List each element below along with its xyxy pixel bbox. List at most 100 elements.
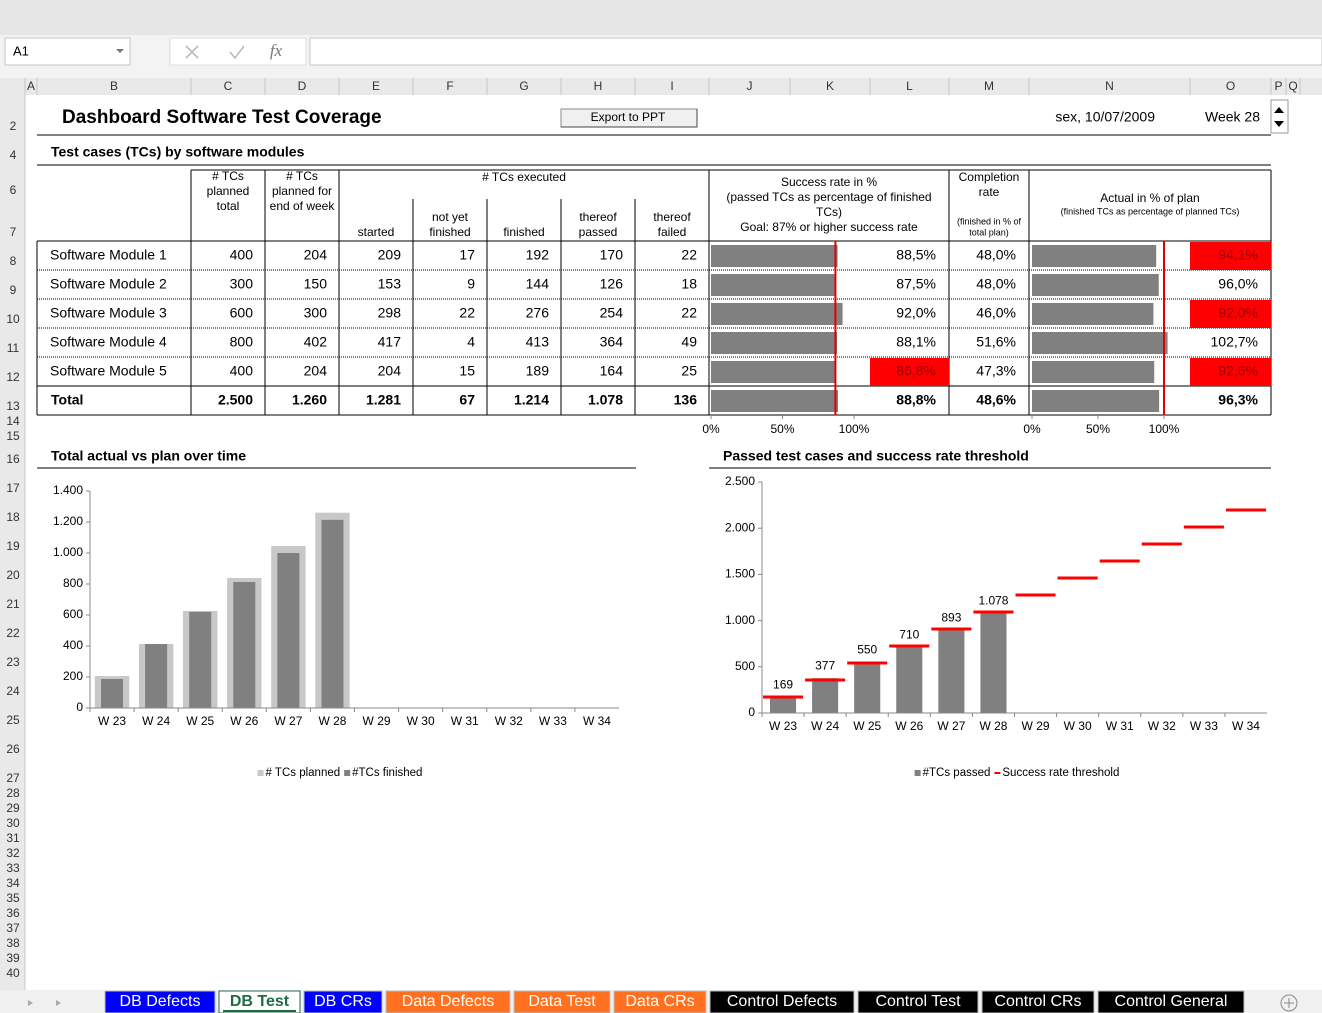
x-tick-label: W 30 (407, 714, 435, 728)
success-rate: 88,5% (896, 247, 936, 263)
table-cell: 209 (378, 247, 402, 263)
success-rate: 86,8% (896, 363, 936, 379)
column-header: O (1226, 79, 1235, 93)
sheet-tab[interactable] (513, 990, 611, 1013)
actual-bar (1032, 245, 1157, 267)
sheet-tab[interactable] (385, 990, 511, 1013)
row-header: 26 (6, 742, 20, 756)
x-tick-label: W 25 (853, 719, 881, 733)
success-heading: Success rate in % (781, 175, 877, 189)
data-label: 710 (899, 628, 919, 642)
table-cell: 4 (467, 334, 475, 350)
x-tick-label: W 24 (811, 719, 839, 733)
dashboard-title: Dashboard Software Test Coverage (62, 107, 382, 128)
x-tick-label: W 26 (230, 714, 258, 728)
x-tick-label: W 31 (451, 714, 479, 728)
formula-input[interactable] (309, 37, 1322, 66)
bar (812, 678, 839, 713)
bar (189, 611, 212, 708)
sheet-tab-label: Control General (1115, 993, 1228, 1010)
table-cell: 413 (526, 334, 550, 350)
y-tick-label: 800 (63, 576, 83, 590)
legend-swatch (914, 770, 921, 776)
table-cell: 254 (600, 305, 624, 321)
table-cell: 15 (459, 363, 475, 379)
table-cell: 192 (526, 247, 550, 263)
table-cell: 49 (681, 334, 697, 350)
column-heading: finished (503, 225, 544, 239)
y-tick-label: 2.500 (725, 474, 755, 488)
axis-tick-label: 0% (702, 422, 720, 436)
row-header: 9 (10, 283, 17, 297)
table-cell: 22 (681, 305, 697, 321)
actual-heading: Actual in % of plan (1100, 191, 1199, 205)
row-header: 2 (10, 119, 17, 133)
add-sheet-button[interactable] (1280, 994, 1298, 1012)
row-header: 28 (6, 786, 20, 800)
column-heading: # TCs (212, 169, 244, 183)
row-header: 8 (10, 254, 17, 268)
table-cell: 18 (681, 276, 697, 292)
name-box[interactable] (4, 37, 131, 66)
row-header: 39 (6, 951, 20, 965)
table-cell: 189 (526, 363, 550, 379)
bar (896, 647, 923, 713)
x-tick-label: W 30 (1064, 719, 1092, 733)
chart-title: Passed test cases and success rate thres… (723, 448, 1029, 464)
column-header-bar (0, 78, 1322, 95)
actual-bar (1032, 332, 1168, 354)
axis-tick-label: 50% (1086, 422, 1110, 436)
success-bar (711, 361, 836, 383)
success-bar (711, 332, 837, 354)
row-header: 25 (6, 713, 20, 727)
actual-rate: 92,0% (1218, 305, 1258, 321)
sheet-tab[interactable] (613, 990, 707, 1013)
spinner[interactable] (1270, 99, 1289, 134)
row-header: 14 (6, 414, 20, 428)
table-cell: 204 (378, 363, 402, 379)
module-name: Software Module 3 (50, 305, 167, 321)
sheet-tab[interactable] (709, 990, 855, 1013)
data-label: 893 (941, 611, 961, 625)
section-title: Test cases (TCs) by software modules (51, 144, 305, 160)
table-cell: 1.260 (292, 392, 327, 408)
bar (145, 643, 168, 708)
success-heading: (passed TCs as percentage of finished (726, 190, 931, 204)
actual-bar (1032, 303, 1154, 325)
x-tick-label: W 27 (274, 714, 302, 728)
table-cell: 300 (230, 276, 254, 292)
column-header: H (594, 79, 603, 93)
x-tick-label: W 34 (583, 714, 611, 728)
table-cell: 144 (526, 276, 550, 292)
column-header: C (224, 79, 233, 93)
column-header: E (372, 79, 380, 93)
sheet-tab[interactable] (981, 990, 1095, 1013)
column-heading: planned (207, 184, 250, 198)
column-heading: thereof (579, 210, 617, 224)
bar (101, 679, 124, 708)
row-header: 19 (6, 539, 20, 553)
name-box-text: A1 (13, 43, 29, 58)
sheet-tab[interactable] (104, 990, 216, 1013)
row-header: 36 (6, 906, 20, 920)
sheet-tab[interactable] (303, 990, 383, 1013)
completion-rate: 48,6% (976, 392, 1016, 408)
y-tick-label: 200 (63, 669, 83, 683)
row-header: 22 (6, 626, 20, 640)
sheet-tab[interactable] (857, 990, 979, 1013)
sheet-tab[interactable] (1097, 990, 1245, 1013)
completion-rate: 48,0% (976, 276, 1016, 292)
bar (321, 519, 344, 708)
module-name: Software Module 5 (50, 363, 167, 379)
row-header: 13 (6, 399, 20, 413)
table-cell: 400 (230, 247, 254, 263)
x-tick-label: W 23 (98, 714, 126, 728)
success-heading: TCs) (816, 205, 842, 219)
table-cell: 1.078 (588, 392, 623, 408)
axis-tick-label: 0% (1023, 422, 1041, 436)
legend-label: #TCs finished (352, 767, 422, 779)
sheet-tab[interactable] (218, 990, 301, 1013)
row-header: 20 (6, 568, 20, 582)
legend-label: Success rate threshold (1002, 767, 1119, 779)
table-cell: 17 (459, 247, 475, 263)
